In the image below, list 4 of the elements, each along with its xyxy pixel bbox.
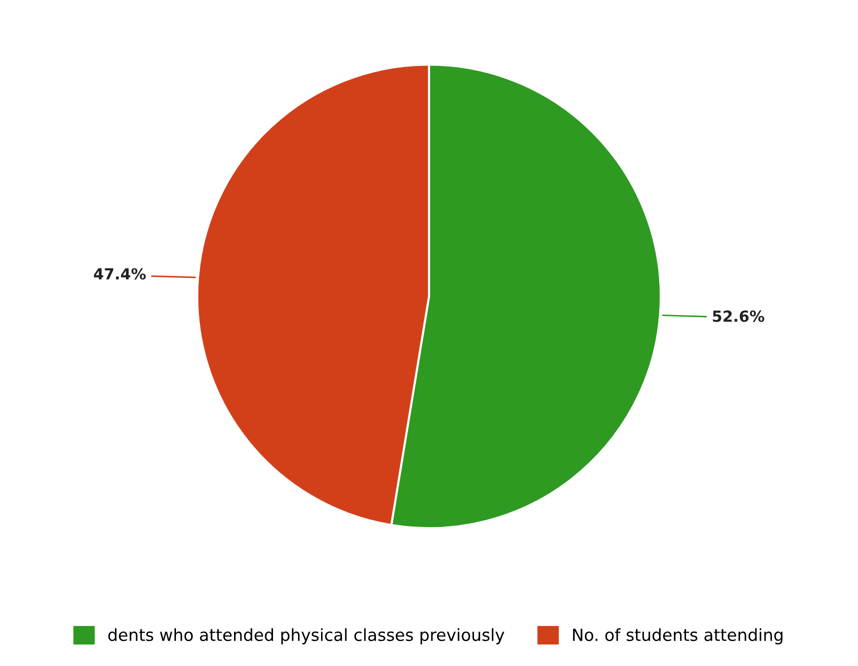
data-label: 47.4%: [94, 268, 146, 280]
legend-label: No. of students attending: [573, 628, 782, 644]
data-label: 52.6%: [712, 310, 764, 322]
legend-label: dents who attended physical classes previously: [108, 628, 504, 644]
